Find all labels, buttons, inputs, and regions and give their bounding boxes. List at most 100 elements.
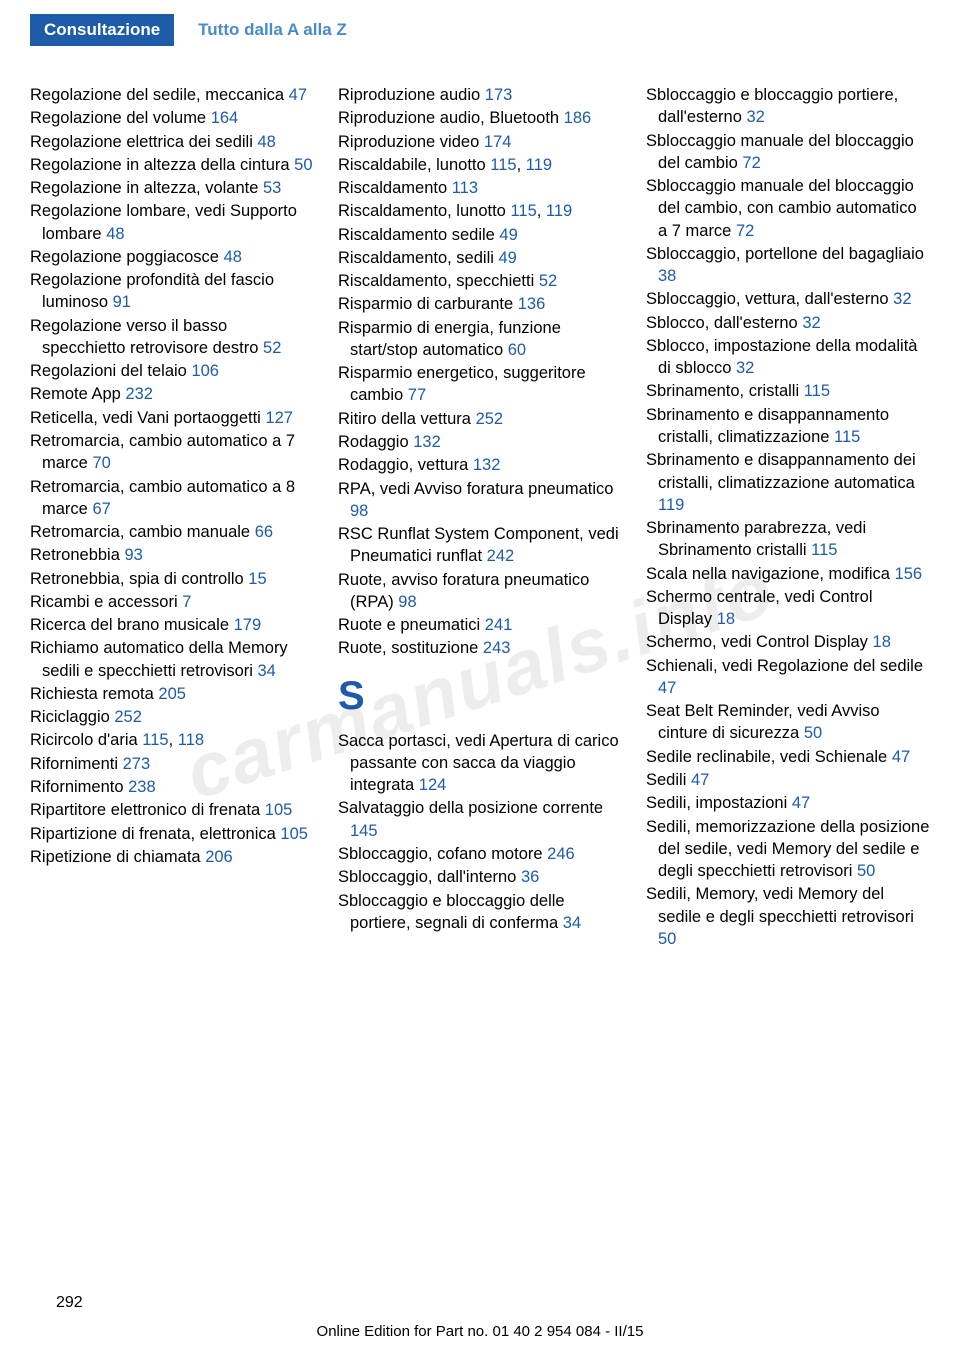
page-reference[interactable]: 252 [114,708,142,726]
page-reference[interactable]: 48 [224,248,242,266]
page-reference[interactable]: 32 [893,290,911,308]
page-reference[interactable]: 174 [484,133,512,151]
index-entry: Sbloccaggio, cofano motore 246 [338,843,622,865]
page-reference[interactable]: 113 [452,179,478,197]
page-reference[interactable]: 105 [265,801,293,819]
page-reference[interactable]: 179 [234,616,262,634]
page-reference[interactable]: 15 [248,570,266,588]
page-reference[interactable]: 77 [408,386,426,404]
index-entry: Sblocco, impostazione della modalità di … [646,335,930,380]
page-reference[interactable]: 32 [802,314,820,332]
page-reference[interactable]: 205 [158,685,186,703]
page-reference[interactable]: 238 [128,778,156,796]
page-reference[interactable]: 34 [258,662,276,680]
page-reference[interactable]: 32 [746,108,764,126]
page-reference[interactable]: 115 [490,156,516,174]
index-entry: Sedili, memorizzazione della posizione d… [646,816,930,883]
page-reference[interactable]: 106 [191,362,219,380]
page-reference[interactable]: 241 [485,616,513,634]
page-reference[interactable]: 48 [257,133,275,151]
page-reference[interactable]: 246 [547,845,575,863]
page-reference[interactable]: 53 [263,179,281,197]
page-reference[interactable]: 48 [106,225,124,243]
page-reference[interactable]: 98 [350,502,368,520]
index-entry: Remote App 232 [30,383,314,405]
page-reference[interactable]: 67 [92,500,110,518]
page-reference[interactable]: 173 [485,86,513,104]
page-reference[interactable]: 273 [123,755,151,773]
page-reference[interactable]: 52 [263,339,281,357]
page-reference[interactable]: 242 [487,547,515,565]
page-reference[interactable]: 115 [510,202,536,220]
page-reference[interactable]: 7 [182,593,191,611]
page-reference[interactable]: 50 [658,930,676,948]
page-reference[interactable]: 47 [792,794,810,812]
page-reference[interactable]: 232 [125,385,153,403]
column-1: Regolazione del sedile, meccanica 47Rego… [30,84,314,951]
page-reference[interactable]: 156 [895,565,923,583]
page-reference[interactable]: 93 [124,546,142,564]
index-entry: Salvataggio della posizione corrente 145 [338,797,622,842]
index-entry: Sedili, impostazioni 47 [646,792,930,814]
page-reference[interactable]: 206 [205,848,233,866]
page-reference[interactable]: 252 [476,410,504,428]
page-reference[interactable]: 115 [834,428,860,446]
index-entry: Sbloccaggio e bloccaggio portiere, dall'… [646,84,930,129]
page-reference[interactable]: 124 [419,776,447,794]
page-reference[interactable]: 70 [92,454,110,472]
page-reference[interactable]: 119 [658,496,684,514]
page-reference[interactable]: 72 [742,154,760,172]
page-reference[interactable]: 127 [265,409,293,427]
index-entry: Schienali, vedi Regolazione del sedile 4… [646,655,930,700]
page-reference[interactable]: 105 [280,825,308,843]
index-entry: Riscaldamento, sedili 49 [338,247,622,269]
index-entry: Regolazione del volume 164 [30,107,314,129]
page-reference[interactable]: 52 [539,272,557,290]
page-reference[interactable]: 60 [508,341,526,359]
page-reference[interactable]: 115 [811,541,837,559]
page-reference[interactable]: 47 [892,748,910,766]
index-entry: Regolazione verso il basso specchietto r… [30,315,314,360]
page-reference[interactable]: 164 [211,109,239,127]
page-reference[interactable]: 118 [178,731,204,749]
page-reference[interactable]: 38 [658,267,676,285]
index-entry: Sbrinamento e disappannamento dei crista… [646,449,930,516]
page-reference[interactable]: 32 [736,359,754,377]
page-reference[interactable]: 47 [289,86,307,104]
page-reference[interactable]: 34 [563,914,581,932]
page-reference[interactable]: 18 [717,610,735,628]
page-reference[interactable]: 119 [526,156,552,174]
page-reference[interactable]: 91 [113,293,131,311]
page-reference[interactable]: 66 [255,523,273,541]
index-entry: Rifornimenti 273 [30,753,314,775]
page-reference[interactable]: 115 [804,382,830,400]
page-reference[interactable]: 50 [804,724,822,742]
page-reference[interactable]: 50 [294,156,312,174]
page-reference[interactable]: 49 [499,226,517,244]
index-entry: Retromarcia, cambio automatico a 7 marce… [30,430,314,475]
page-reference[interactable]: 47 [658,679,676,697]
page-reference[interactable]: 132 [473,456,501,474]
page-reference[interactable]: 145 [350,822,378,840]
page-reference[interactable]: 132 [413,433,441,451]
page-reference[interactable]: 72 [736,222,754,240]
header-title: Tutto dalla A alla Z [198,20,347,40]
index-entry: Regolazione in altezza della cintura 50 [30,154,314,176]
index-entry: Riproduzione audio, Bluetooth 186 [338,107,622,129]
page-reference[interactable]: 49 [499,249,517,267]
page-reference[interactable]: 115 [142,731,168,749]
page-reference[interactable]: 136 [518,295,546,313]
index-entry: Riproduzione audio 173 [338,84,622,106]
page-reference[interactable]: 36 [521,868,539,886]
page-reference[interactable]: 18 [873,633,891,651]
page-reference[interactable]: 119 [546,202,572,220]
page-reference[interactable]: 186 [564,109,592,127]
page-reference[interactable]: 98 [398,593,416,611]
page-reference[interactable]: 47 [691,771,709,789]
page-reference[interactable]: 243 [483,639,511,657]
page-reference[interactable]: 50 [857,862,875,880]
index-entry: Retromarcia, cambio manuale 66 [30,521,314,543]
index-entry: Risparmio energetico, suggeritore cambio… [338,362,622,407]
index-entry: Scala nella navigazione, modifica 156 [646,563,930,585]
index-entry: Sedili 47 [646,769,930,791]
